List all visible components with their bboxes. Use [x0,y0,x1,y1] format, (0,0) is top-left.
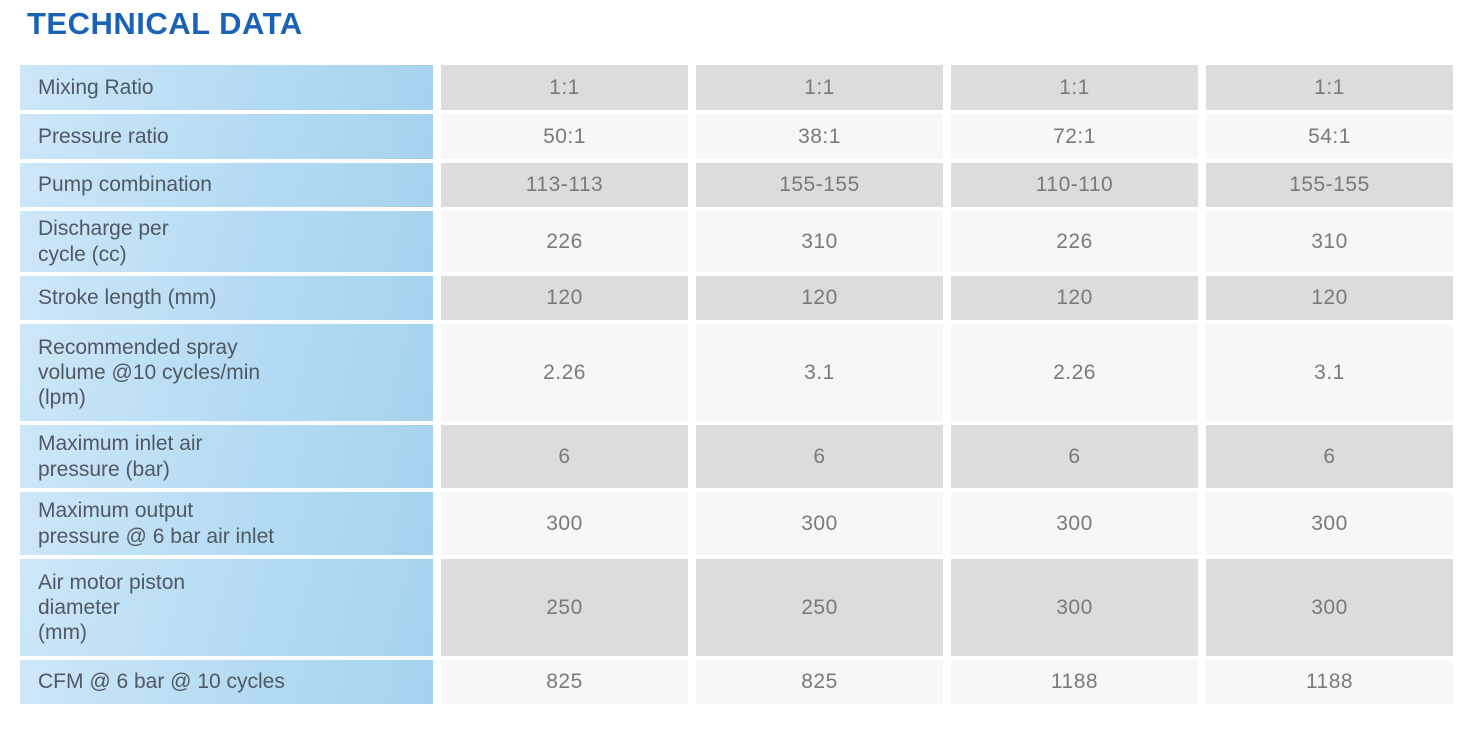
row-label: Recommended spray volume @10 cycles/min … [20,324,433,421]
cell-value: 6 [696,425,943,488]
row-label: Mixing Ratio [20,65,433,110]
table-row-air-motor-piston-diameter: Air motor piston diameter (mm) 250 250 3… [20,559,1453,656]
table-row-pump-combination: Pump combination 113-113 155-155 110-110… [20,163,1453,207]
technical-data-table: Mixing Ratio 1:1 1:1 1:1 1:1 Pressure ra… [20,65,1453,704]
table-row-max-inlet-air-pressure: Maximum inlet air pressure (bar) 6 6 6 6 [20,425,1453,488]
cell-value: 1:1 [696,65,943,110]
cell-value: 3.1 [696,324,943,421]
row-label: Discharge per cycle (cc) [20,211,433,272]
table-row-discharge-per-cycle: Discharge per cycle (cc) 226 310 226 310 [20,211,1453,272]
cell-value: 825 [696,660,943,704]
table-row-stroke-length: Stroke length (mm) 120 120 120 120 [20,276,1453,320]
cell-value: 250 [696,559,943,656]
cell-value: 2.26 [951,324,1198,421]
cell-value: 310 [696,211,943,272]
cell-value: 155-155 [696,163,943,207]
cell-value: 110-110 [951,163,1198,207]
cell-value: 72:1 [951,114,1198,159]
cell-value: 300 [951,559,1198,656]
cell-value: 226 [951,211,1198,272]
cell-value: 300 [1206,559,1453,656]
cell-value: 1188 [951,660,1198,704]
row-label: Stroke length (mm) [20,276,433,320]
cell-value: 1:1 [951,65,1198,110]
cell-value: 300 [951,492,1198,555]
cell-value: 310 [1206,211,1453,272]
cell-value: 6 [951,425,1198,488]
row-label: Air motor piston diameter (mm) [20,559,433,656]
cell-value: 120 [951,276,1198,320]
row-label: Maximum inlet air pressure (bar) [20,425,433,488]
cell-value: 1:1 [1206,65,1453,110]
cell-value: 120 [1206,276,1453,320]
cell-value: 300 [441,492,688,555]
cell-value: 825 [441,660,688,704]
cell-value: 300 [696,492,943,555]
cell-value: 113-113 [441,163,688,207]
cell-value: 6 [1206,425,1453,488]
cell-value: 38:1 [696,114,943,159]
row-label: Pump combination [20,163,433,207]
table-row-pressure-ratio: Pressure ratio 50:1 38:1 72:1 54:1 [20,114,1453,159]
table-row-recommended-spray-volume: Recommended spray volume @10 cycles/min … [20,324,1453,421]
row-label: Maximum output pressure @ 6 bar air inle… [20,492,433,555]
table-row-mixing-ratio: Mixing Ratio 1:1 1:1 1:1 1:1 [20,65,1453,110]
cell-value: 50:1 [441,114,688,159]
cell-value: 300 [1206,492,1453,555]
table-row-max-output-pressure: Maximum output pressure @ 6 bar air inle… [20,492,1453,555]
cell-value: 54:1 [1206,114,1453,159]
cell-value: 1:1 [441,65,688,110]
cell-value: 120 [441,276,688,320]
cell-value: 155-155 [1206,163,1453,207]
row-label: CFM @ 6 bar @ 10 cycles [20,660,433,704]
cell-value: 250 [441,559,688,656]
cell-value: 2.26 [441,324,688,421]
cell-value: 226 [441,211,688,272]
cell-value: 120 [696,276,943,320]
table-row-cfm: CFM @ 6 bar @ 10 cycles 825 825 1188 118… [20,660,1453,704]
cell-value: 6 [441,425,688,488]
cell-value: 1188 [1206,660,1453,704]
row-label: Pressure ratio [20,114,433,159]
page-title: TECHNICAL DATA [27,6,303,41]
cell-value: 3.1 [1206,324,1453,421]
